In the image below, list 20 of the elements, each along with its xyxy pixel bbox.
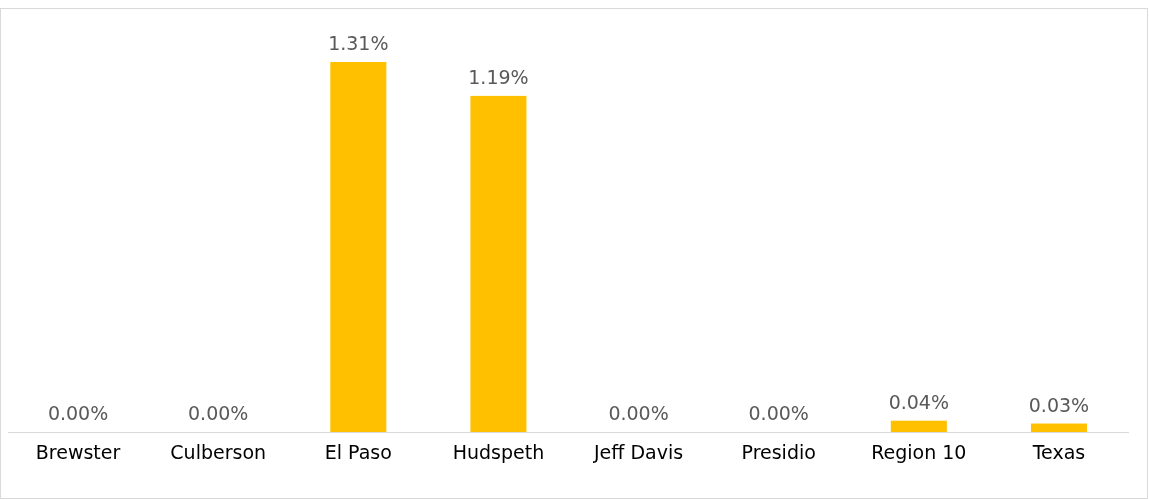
x-tick-label: Jeff Davis: [593, 441, 684, 464]
x-tick-label: Culberson: [170, 441, 267, 464]
x-tick-label: Presidio: [741, 441, 816, 464]
data-label: 1.31%: [328, 32, 389, 54]
data-label: 0.03%: [1028, 393, 1090, 416]
bar: [890, 420, 947, 432]
x-tick-label: Texas: [1031, 441, 1086, 464]
data-label: 0.04%: [888, 390, 949, 413]
data-label: 1.19%: [468, 65, 529, 88]
x-tick-label: Brewster: [35, 441, 121, 464]
bar: [330, 62, 387, 432]
bar: [470, 95, 527, 432]
data-label: 0.00%: [47, 402, 109, 424]
data-label: 0.00%: [748, 402, 809, 424]
bar: [1030, 423, 1087, 432]
data-label: 0.00%: [608, 402, 669, 424]
x-tick-label: Hudspeth: [452, 441, 545, 464]
data-label: 0.00%: [188, 402, 249, 424]
x-tick-label: Region 10: [871, 441, 967, 464]
x-tick-label: El Paso: [324, 441, 392, 464]
